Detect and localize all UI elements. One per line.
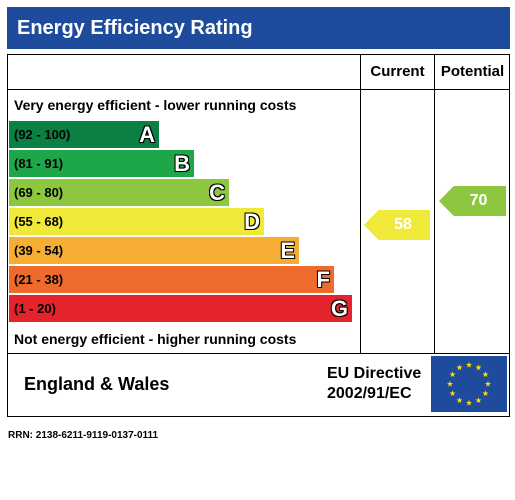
current-rating-value: 58 — [394, 216, 412, 233]
rating-chart: Current Potential Very energy efficient … — [7, 54, 510, 354]
eu-star-icon — [475, 364, 482, 371]
eu-star-icon — [484, 380, 492, 387]
current-column-header: Current — [370, 63, 425, 80]
eu-directive: EU Directive 2002/91/EC — [327, 364, 421, 404]
eu-star-icon — [449, 371, 456, 378]
band-letter: G — [330, 295, 348, 321]
header-divider — [8, 89, 509, 90]
footer: England & Wales EU Directive 2002/91/EC — [7, 354, 510, 417]
band-e: (39 - 54) E — [9, 237, 299, 264]
band-letter: B — [174, 150, 190, 176]
potential-rating-arrow: 70 — [439, 186, 506, 216]
band-range: (69 - 80) — [14, 185, 64, 200]
eu-star-icon — [482, 390, 489, 397]
band-f: (21 - 38) F — [9, 266, 334, 293]
eu-star-icon — [456, 397, 463, 404]
band-g: (1 - 20) G — [9, 295, 352, 322]
column-divider-current — [360, 55, 361, 353]
column-divider-potential — [434, 55, 435, 353]
potential-column-header: Potential — [440, 63, 505, 80]
band-letter: A — [139, 121, 155, 147]
caption-inefficient: Not energy efficient - higher running co… — [14, 331, 297, 347]
band-d: (55 - 68) D — [9, 208, 264, 235]
band-range: (92 - 100) — [14, 127, 71, 142]
region-label: England & Wales — [24, 374, 170, 394]
directive-line-2: 2002/91/EC — [327, 385, 412, 402]
band-range: (81 - 91) — [14, 156, 64, 171]
eu-star-icon — [465, 399, 473, 406]
band-a: (92 - 100) A — [9, 121, 159, 148]
eu-star-icon — [482, 371, 489, 378]
band-range: (1 - 20) — [14, 301, 56, 316]
caption-efficient: Very energy efficient - lower running co… — [14, 97, 297, 113]
eu-flag-icon — [431, 356, 507, 412]
band-letter: E — [280, 237, 295, 263]
directive-line-1: EU Directive — [327, 365, 422, 382]
eu-star-icon — [449, 390, 456, 397]
band-letter: C — [209, 179, 225, 205]
band-range: (39 - 54) — [14, 243, 64, 258]
band-range: (55 - 68) — [14, 214, 64, 229]
band-range: (21 - 38) — [14, 272, 64, 287]
eu-star-icon — [465, 361, 473, 368]
eu-star-icon — [446, 380, 454, 387]
potential-rating-value: 70 — [469, 192, 488, 209]
page-title: Energy Efficiency Rating — [7, 7, 510, 49]
rrn-label: RRN: 2138-6211-9119-0137-0111 — [8, 430, 159, 441]
band-letter: D — [244, 208, 260, 234]
band-c: (69 - 80) C — [9, 179, 229, 206]
eu-star-icon — [475, 397, 482, 404]
band-letter: F — [316, 266, 330, 292]
current-rating-arrow: 58 — [364, 210, 430, 240]
eu-star-icon — [456, 364, 463, 371]
band-b: (81 - 91) B — [9, 150, 194, 177]
